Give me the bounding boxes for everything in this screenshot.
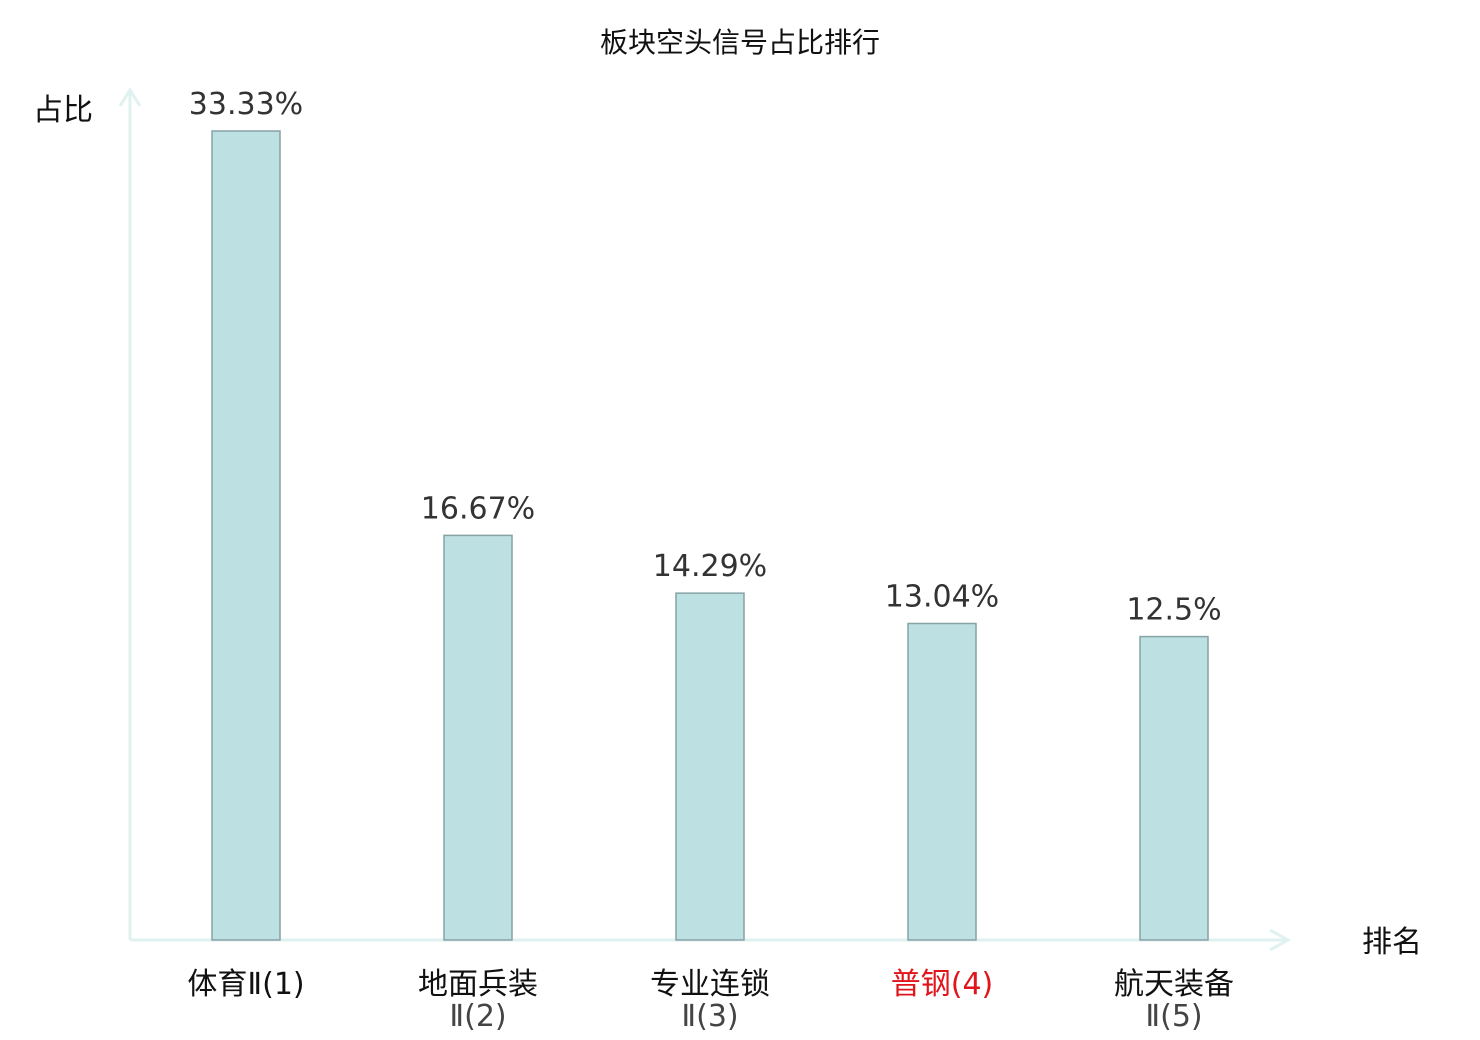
category-tick-label: 专业连锁 Ⅱ(3) bbox=[650, 967, 770, 1034]
bar bbox=[211, 130, 281, 941]
bar bbox=[907, 622, 977, 941]
category-tick-label: 航天装备 Ⅱ(5) bbox=[1114, 967, 1234, 1034]
y-axis bbox=[118, 87, 142, 940]
chart-title: 板块空头信号占比排行 bbox=[600, 26, 880, 59]
category-labels: 体育Ⅱ(1) 地面兵装 Ⅱ(2) 专业连锁 Ⅱ(3) 普钢(4) 航天装备 Ⅱ(5) bbox=[187, 967, 1234, 1034]
bar-value-label: 12.5% bbox=[1126, 593, 1221, 628]
category-tick-label: 普钢(4) bbox=[891, 967, 994, 1002]
bar bbox=[675, 592, 745, 941]
bar bbox=[1139, 635, 1209, 941]
bar-series bbox=[211, 130, 1209, 941]
bar-value-label: 16.67% bbox=[421, 491, 535, 526]
y-axis-label: 占比 bbox=[33, 93, 93, 128]
x-axis-label: 排名 bbox=[1362, 925, 1422, 960]
category-tick-label: 地面兵装 Ⅱ(2) bbox=[418, 967, 538, 1034]
value-labels: 33.33% 16.67% 14.29% 13.04% 12.5% bbox=[189, 87, 1222, 628]
bar-value-label: 33.33% bbox=[189, 87, 303, 122]
bar-value-label: 14.29% bbox=[653, 549, 767, 584]
bar-value-label: 13.04% bbox=[885, 579, 999, 614]
bar bbox=[443, 534, 513, 941]
category-tick-label: 体育Ⅱ(1) bbox=[187, 967, 304, 1002]
